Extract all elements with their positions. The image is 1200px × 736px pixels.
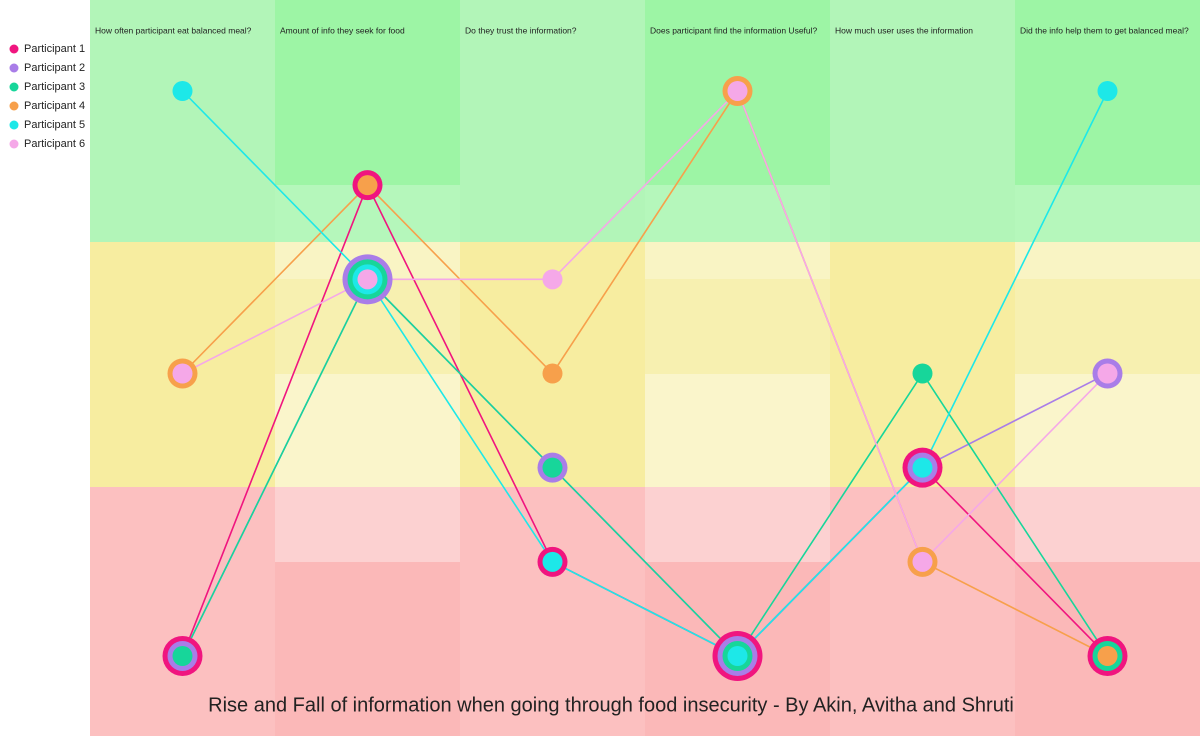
data-point <box>357 175 378 196</box>
data-point <box>1097 646 1118 666</box>
cell <box>1015 374 1200 562</box>
zone <box>90 0 276 242</box>
legend-marker <box>9 101 19 111</box>
data-point <box>172 646 193 666</box>
zone <box>460 487 646 736</box>
data-point <box>542 457 563 478</box>
cell <box>645 374 830 562</box>
data-point <box>727 646 748 666</box>
zone <box>645 242 831 487</box>
series-line <box>181 277 1109 658</box>
legend-marker <box>9 139 19 149</box>
data-point <box>1097 81 1118 101</box>
data-point <box>727 81 748 101</box>
chart-title: Rise and Fall of information when going … <box>208 694 1014 716</box>
zone <box>830 0 1016 242</box>
legend-marker <box>9 63 19 73</box>
legend-marker <box>9 120 19 130</box>
data-point <box>1097 363 1118 384</box>
data-point <box>172 363 193 384</box>
data-point <box>912 457 933 478</box>
zone <box>1015 0 1200 242</box>
legend-marker <box>9 44 19 54</box>
labels: How often participant eat balanced meal?… <box>9 25 1189 150</box>
zone <box>460 0 646 242</box>
legend-label: Participant 4 <box>24 100 85 112</box>
legend-label: Participant 3 <box>24 81 85 93</box>
zone <box>645 487 831 736</box>
data-point <box>542 363 563 384</box>
legend-marker <box>9 82 19 92</box>
data-point <box>357 269 378 290</box>
lines <box>181 89 1109 658</box>
cell <box>275 374 460 562</box>
legend-label: Participant 2 <box>24 62 85 74</box>
zone <box>275 487 461 736</box>
legend-label: Participant 1 <box>24 43 85 55</box>
legend-label: Participant 5 <box>24 119 85 131</box>
zone <box>830 487 1016 736</box>
column-header: Did the info help them to get balanced m… <box>1020 25 1189 35</box>
cell <box>1015 185 1200 279</box>
data-point <box>172 81 193 101</box>
column-header: Amount of info they seek for food <box>280 25 405 35</box>
series-line <box>181 89 1108 657</box>
column-header: How much user uses the information <box>835 25 973 35</box>
series-line <box>182 89 1109 564</box>
dots <box>162 76 1128 681</box>
data-point <box>542 551 563 572</box>
background <box>90 0 1200 736</box>
data-point <box>912 363 933 384</box>
zone <box>645 0 831 242</box>
data-point <box>542 269 563 290</box>
column-header: Does participant find the information Us… <box>650 25 818 35</box>
series-line <box>181 90 1109 657</box>
legend-label: Participant 6 <box>24 138 85 150</box>
zone <box>1015 487 1200 736</box>
column-header: How often participant eat balanced meal? <box>95 25 252 35</box>
cell <box>645 185 830 279</box>
column-header: Do they trust the information? <box>465 25 577 35</box>
data-point <box>912 551 933 572</box>
zone <box>275 0 461 242</box>
